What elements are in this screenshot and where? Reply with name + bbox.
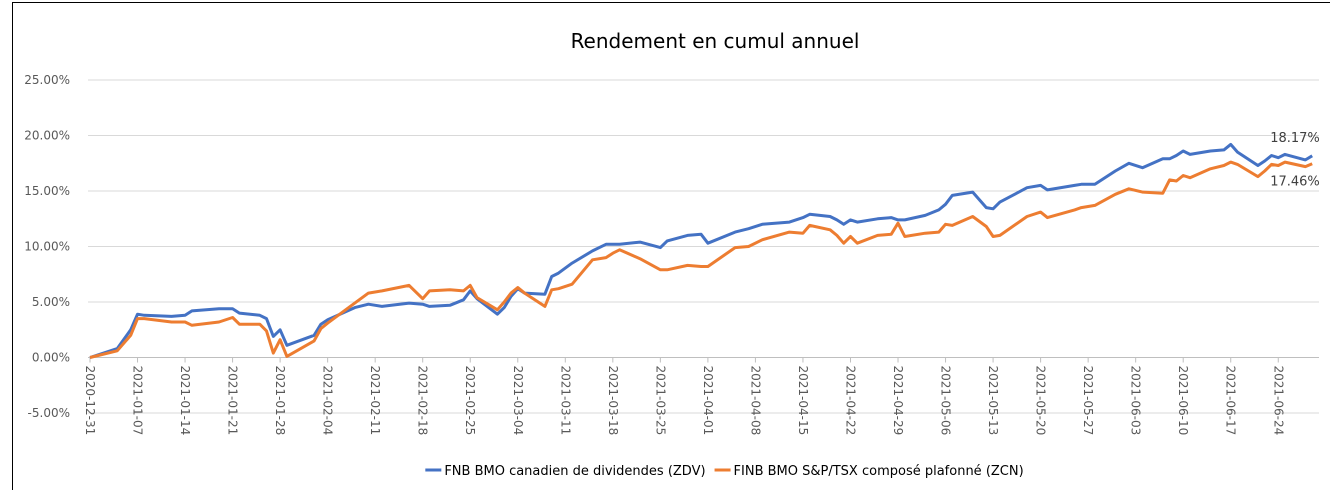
value-label: 18.17% [1270,131,1320,146]
x-tick-label: 2021-03-11 [558,366,572,436]
y-tick-label: 5.00% [32,295,70,309]
x-tick-label: 2021-01-21 [226,366,240,436]
x-tick-label: 2021-01-28 [273,366,287,436]
x-tick-label: 2021-05-13 [986,366,1000,436]
x-tick-label: 2021-03-04 [511,366,525,436]
x-tick-label: 2021-02-04 [321,366,335,436]
x-tick-label: 2021-04-15 [796,366,810,436]
chart-title: Rendement en cumul annuel [571,29,860,53]
y-tick-label: 20.00% [24,129,70,143]
x-tick-label: 2021-06-24 [1271,366,1285,436]
legend-label: FNB BMO canadien de dividendes (ZDV) [444,464,705,479]
x-tick-label: 2021-02-18 [416,366,430,436]
y-tick-label: 25.00% [24,73,70,87]
x-tick-label: 2021-04-29 [891,366,905,436]
x-tick-label: 2021-01-14 [178,366,192,436]
x-tick-label: 2021-04-01 [701,366,715,436]
x-tick-label: 2021-02-11 [368,366,382,436]
y-tick-label: -5.00% [28,406,70,420]
x-tick-label: 2021-05-06 [939,366,953,436]
y-tick-label: 10.00% [24,240,70,254]
x-tick-label: 2021-01-07 [131,366,145,436]
x-tick-label: 2021-03-18 [606,366,620,436]
legend-label: FINB BMO S&P/TSX composé plafonné (ZCN) [734,464,1024,479]
x-tick-label: 2021-05-27 [1081,366,1095,436]
x-tick-label: 2020-12-31 [83,366,97,436]
x-tick-label: 2021-04-22 [843,366,857,436]
x-tick-label: 2021-02-25 [463,366,477,436]
value-label: 17.46% [1270,175,1320,190]
x-tick-label: 2021-06-03 [1129,366,1143,436]
x-tick-label: 2021-05-20 [1034,366,1048,436]
x-tick-label: 2021-03-25 [653,366,667,436]
series-line [90,144,1312,357]
x-tick-label: 2021-04-08 [748,366,762,436]
y-tick-label: 0.00% [32,351,70,365]
x-tick-label: 2021-06-17 [1224,366,1238,436]
x-tick-label: 2021-06-10 [1176,366,1190,436]
y-tick-label: 15.00% [24,184,70,198]
